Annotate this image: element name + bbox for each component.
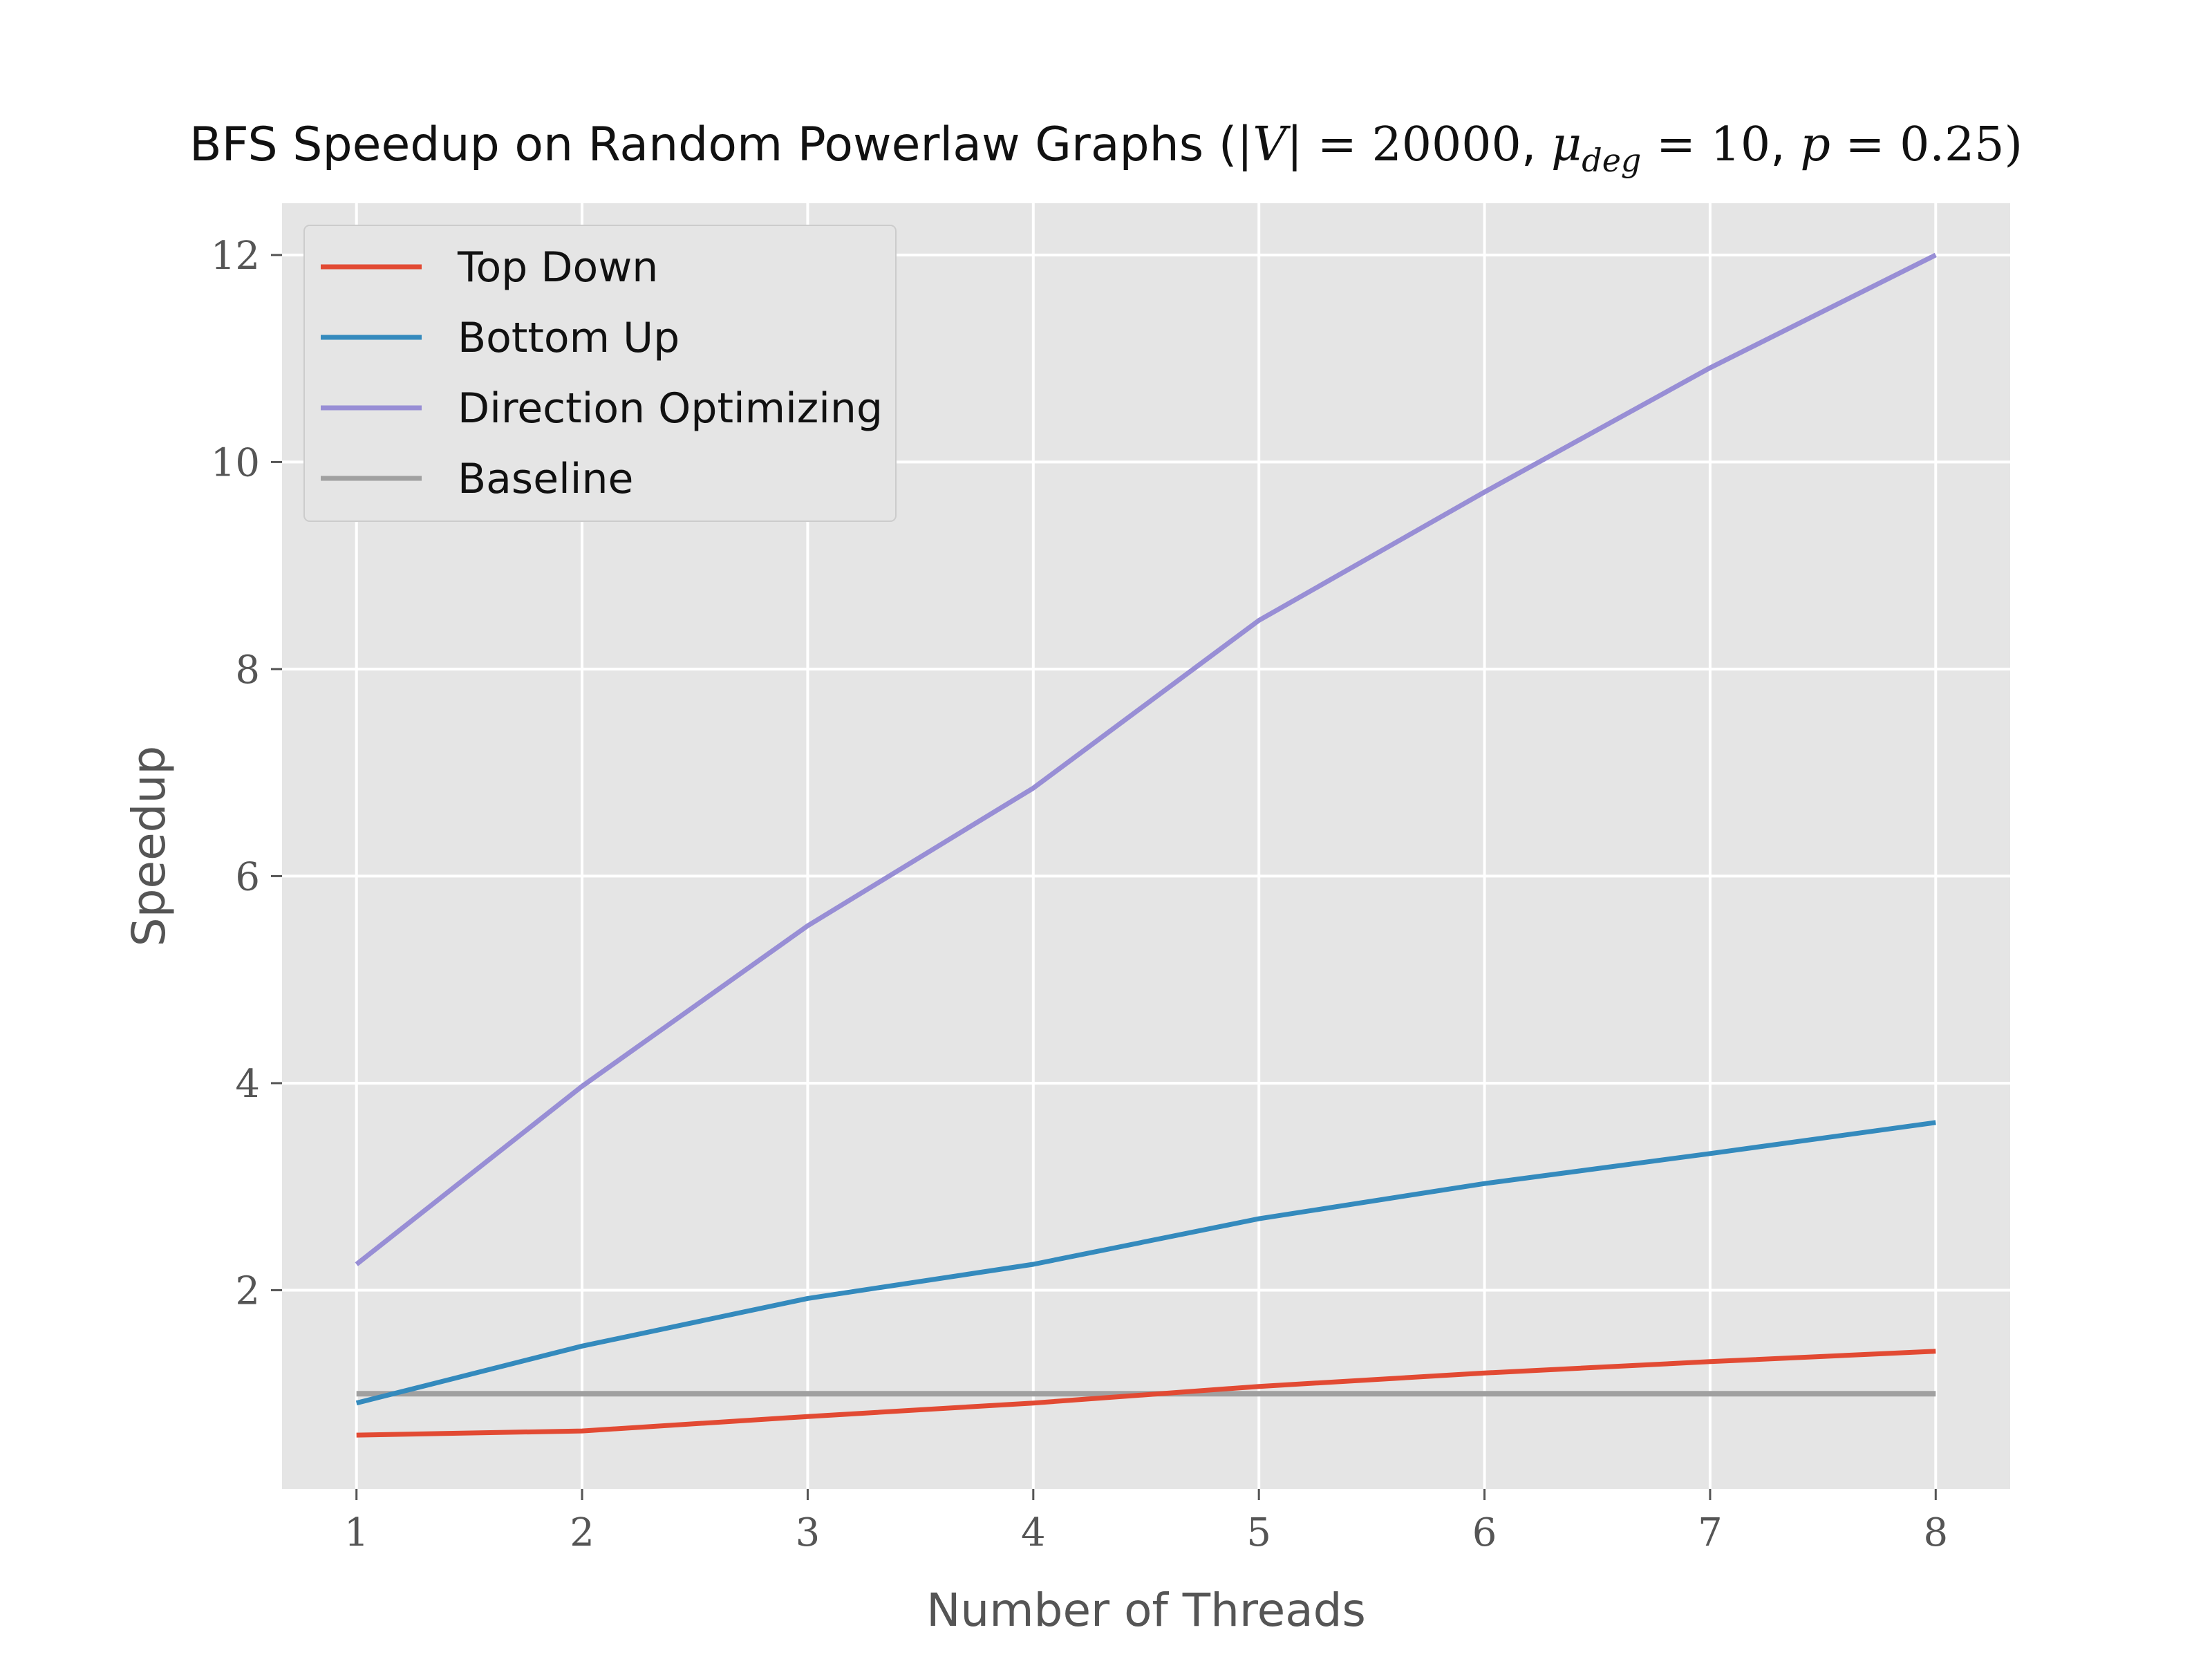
title-p: p xyxy=(1800,118,1830,172)
series-line-direction-optimizing xyxy=(355,252,1937,1266)
legend-label-top-down: Top Down xyxy=(457,243,658,292)
x-tick-label: 8 xyxy=(1923,1510,1948,1555)
legend: Top Down Bottom Up Direction Optimizing Bas… xyxy=(303,225,897,522)
y-tick-label: 12 xyxy=(211,234,260,279)
title-prefix: BFS Speedup on Random Powerlaw Graphs ( xyxy=(189,118,1237,172)
title-v-eq: = 20000 xyxy=(1302,118,1521,172)
legend-label-bottom-up: Bottom Up xyxy=(458,314,679,362)
title-suffix: ) xyxy=(2005,118,2023,172)
y-tick-label: 2 xyxy=(235,1268,260,1313)
x-tick-label: 6 xyxy=(1472,1510,1497,1555)
x-tick-label: 5 xyxy=(1246,1510,1271,1555)
title-sep1: , xyxy=(1521,118,1551,172)
y-tick-label: 10 xyxy=(211,440,260,485)
title-mu-eq: = 10 xyxy=(1641,118,1770,172)
legend-box xyxy=(303,225,897,522)
x-tick-label: 2 xyxy=(570,1510,594,1555)
y-tick-label: 6 xyxy=(235,854,260,899)
x-tick-label: 7 xyxy=(1698,1510,1723,1555)
y-tick-label: 4 xyxy=(235,1062,260,1107)
title-mu-sub: deg xyxy=(1582,142,1641,179)
x-axis-label: Number of Threads xyxy=(926,1584,1366,1637)
x-tick-label: 4 xyxy=(1021,1510,1046,1555)
series-lines xyxy=(355,252,1937,1438)
x-tick-label: 3 xyxy=(796,1510,821,1555)
legend-label-baseline: Baseline xyxy=(458,455,633,503)
chart-title: BFS Speedup on Random Powerlaw Graphs (|… xyxy=(189,118,2023,179)
series-line-bottom-up xyxy=(355,1120,1936,1406)
title-p-eq: = 0.25 xyxy=(1830,118,2005,172)
y-axis-label: Speedup xyxy=(122,746,176,947)
title-v-label: |V| xyxy=(1237,118,1302,172)
y-tick-label: 8 xyxy=(235,648,260,693)
legend-label-direction-optimizing: Direction Optimizing xyxy=(458,384,883,433)
x-tick-label: 1 xyxy=(344,1510,369,1555)
title-sep2: , xyxy=(1770,118,1800,172)
series-line-top-down xyxy=(356,1349,1936,1438)
title-mu: μ xyxy=(1551,118,1582,172)
